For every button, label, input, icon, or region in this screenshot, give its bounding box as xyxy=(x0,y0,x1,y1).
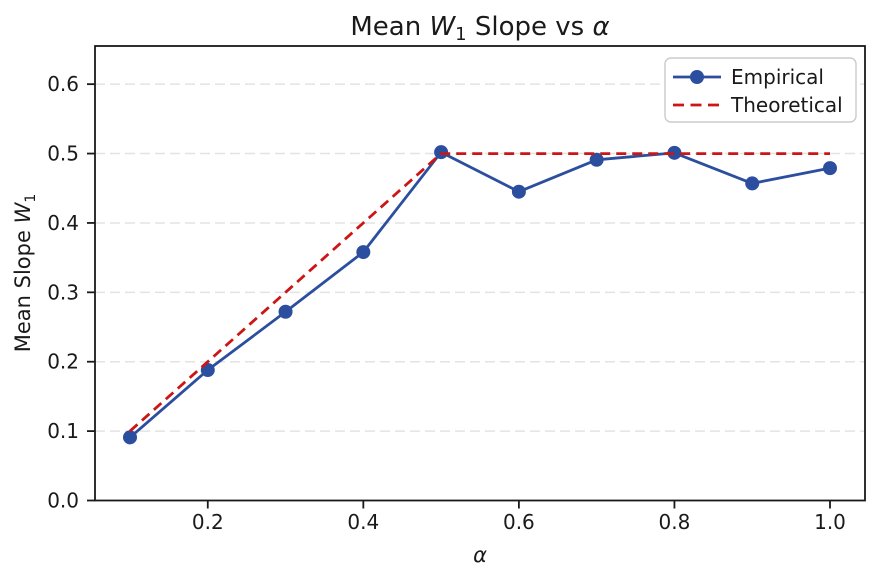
x-tick-label: 0.8 xyxy=(659,510,691,534)
y-tick-label: 0.6 xyxy=(47,72,79,96)
y-tick-label: 0.2 xyxy=(47,350,79,374)
axis-tick-labels: 0.2 0.4 0.6 0.8 1.0 0.0 0.1 0.2 0.3 0.4 0.5 0.6 xyxy=(47,72,846,534)
x-tick-label: 0.4 xyxy=(347,510,379,534)
y-tick-label: 0.3 xyxy=(47,280,79,304)
empirical-data-point xyxy=(667,145,682,160)
legend-empirical-label: Empirical xyxy=(731,65,824,89)
legend-theoretical-label: Theoretical xyxy=(730,93,843,117)
axis-ticks xyxy=(87,83,831,509)
y-axis-label: Mean Slope W1 xyxy=(11,194,39,353)
empirical-data-point xyxy=(745,176,760,191)
empirical-line xyxy=(129,150,831,439)
legend: Empirical Theoretical xyxy=(664,57,857,123)
empirical-data-point xyxy=(589,152,604,167)
x-tick-label: 0.6 xyxy=(503,510,535,534)
empirical-data-point xyxy=(356,245,371,260)
y-tick-label: 0.5 xyxy=(47,142,79,166)
empirical-data-point xyxy=(511,184,526,199)
theoretical-line xyxy=(129,152,830,433)
empirical-data-point xyxy=(123,430,137,445)
x-tick-label: 1.0 xyxy=(814,510,846,534)
y-tick-label: 0.1 xyxy=(47,419,79,443)
chart-title: Mean W1 Slope vs α xyxy=(350,12,609,45)
legend-item-theoretical: Theoretical xyxy=(673,93,843,117)
empirical-data-point xyxy=(823,161,837,176)
data-series xyxy=(123,145,837,445)
legend-empirical-marker-icon xyxy=(690,70,704,84)
empirical-data-point xyxy=(278,304,293,319)
plot-frame xyxy=(94,45,866,502)
legend-item-empirical: Empirical xyxy=(673,65,824,89)
empirical-data-point xyxy=(434,145,449,160)
x-axis-label: α xyxy=(473,543,487,567)
y-tick-label: 0.4 xyxy=(47,211,79,235)
x-tick-label: 0.2 xyxy=(192,510,224,534)
y-tick-label: 0.0 xyxy=(47,489,79,513)
